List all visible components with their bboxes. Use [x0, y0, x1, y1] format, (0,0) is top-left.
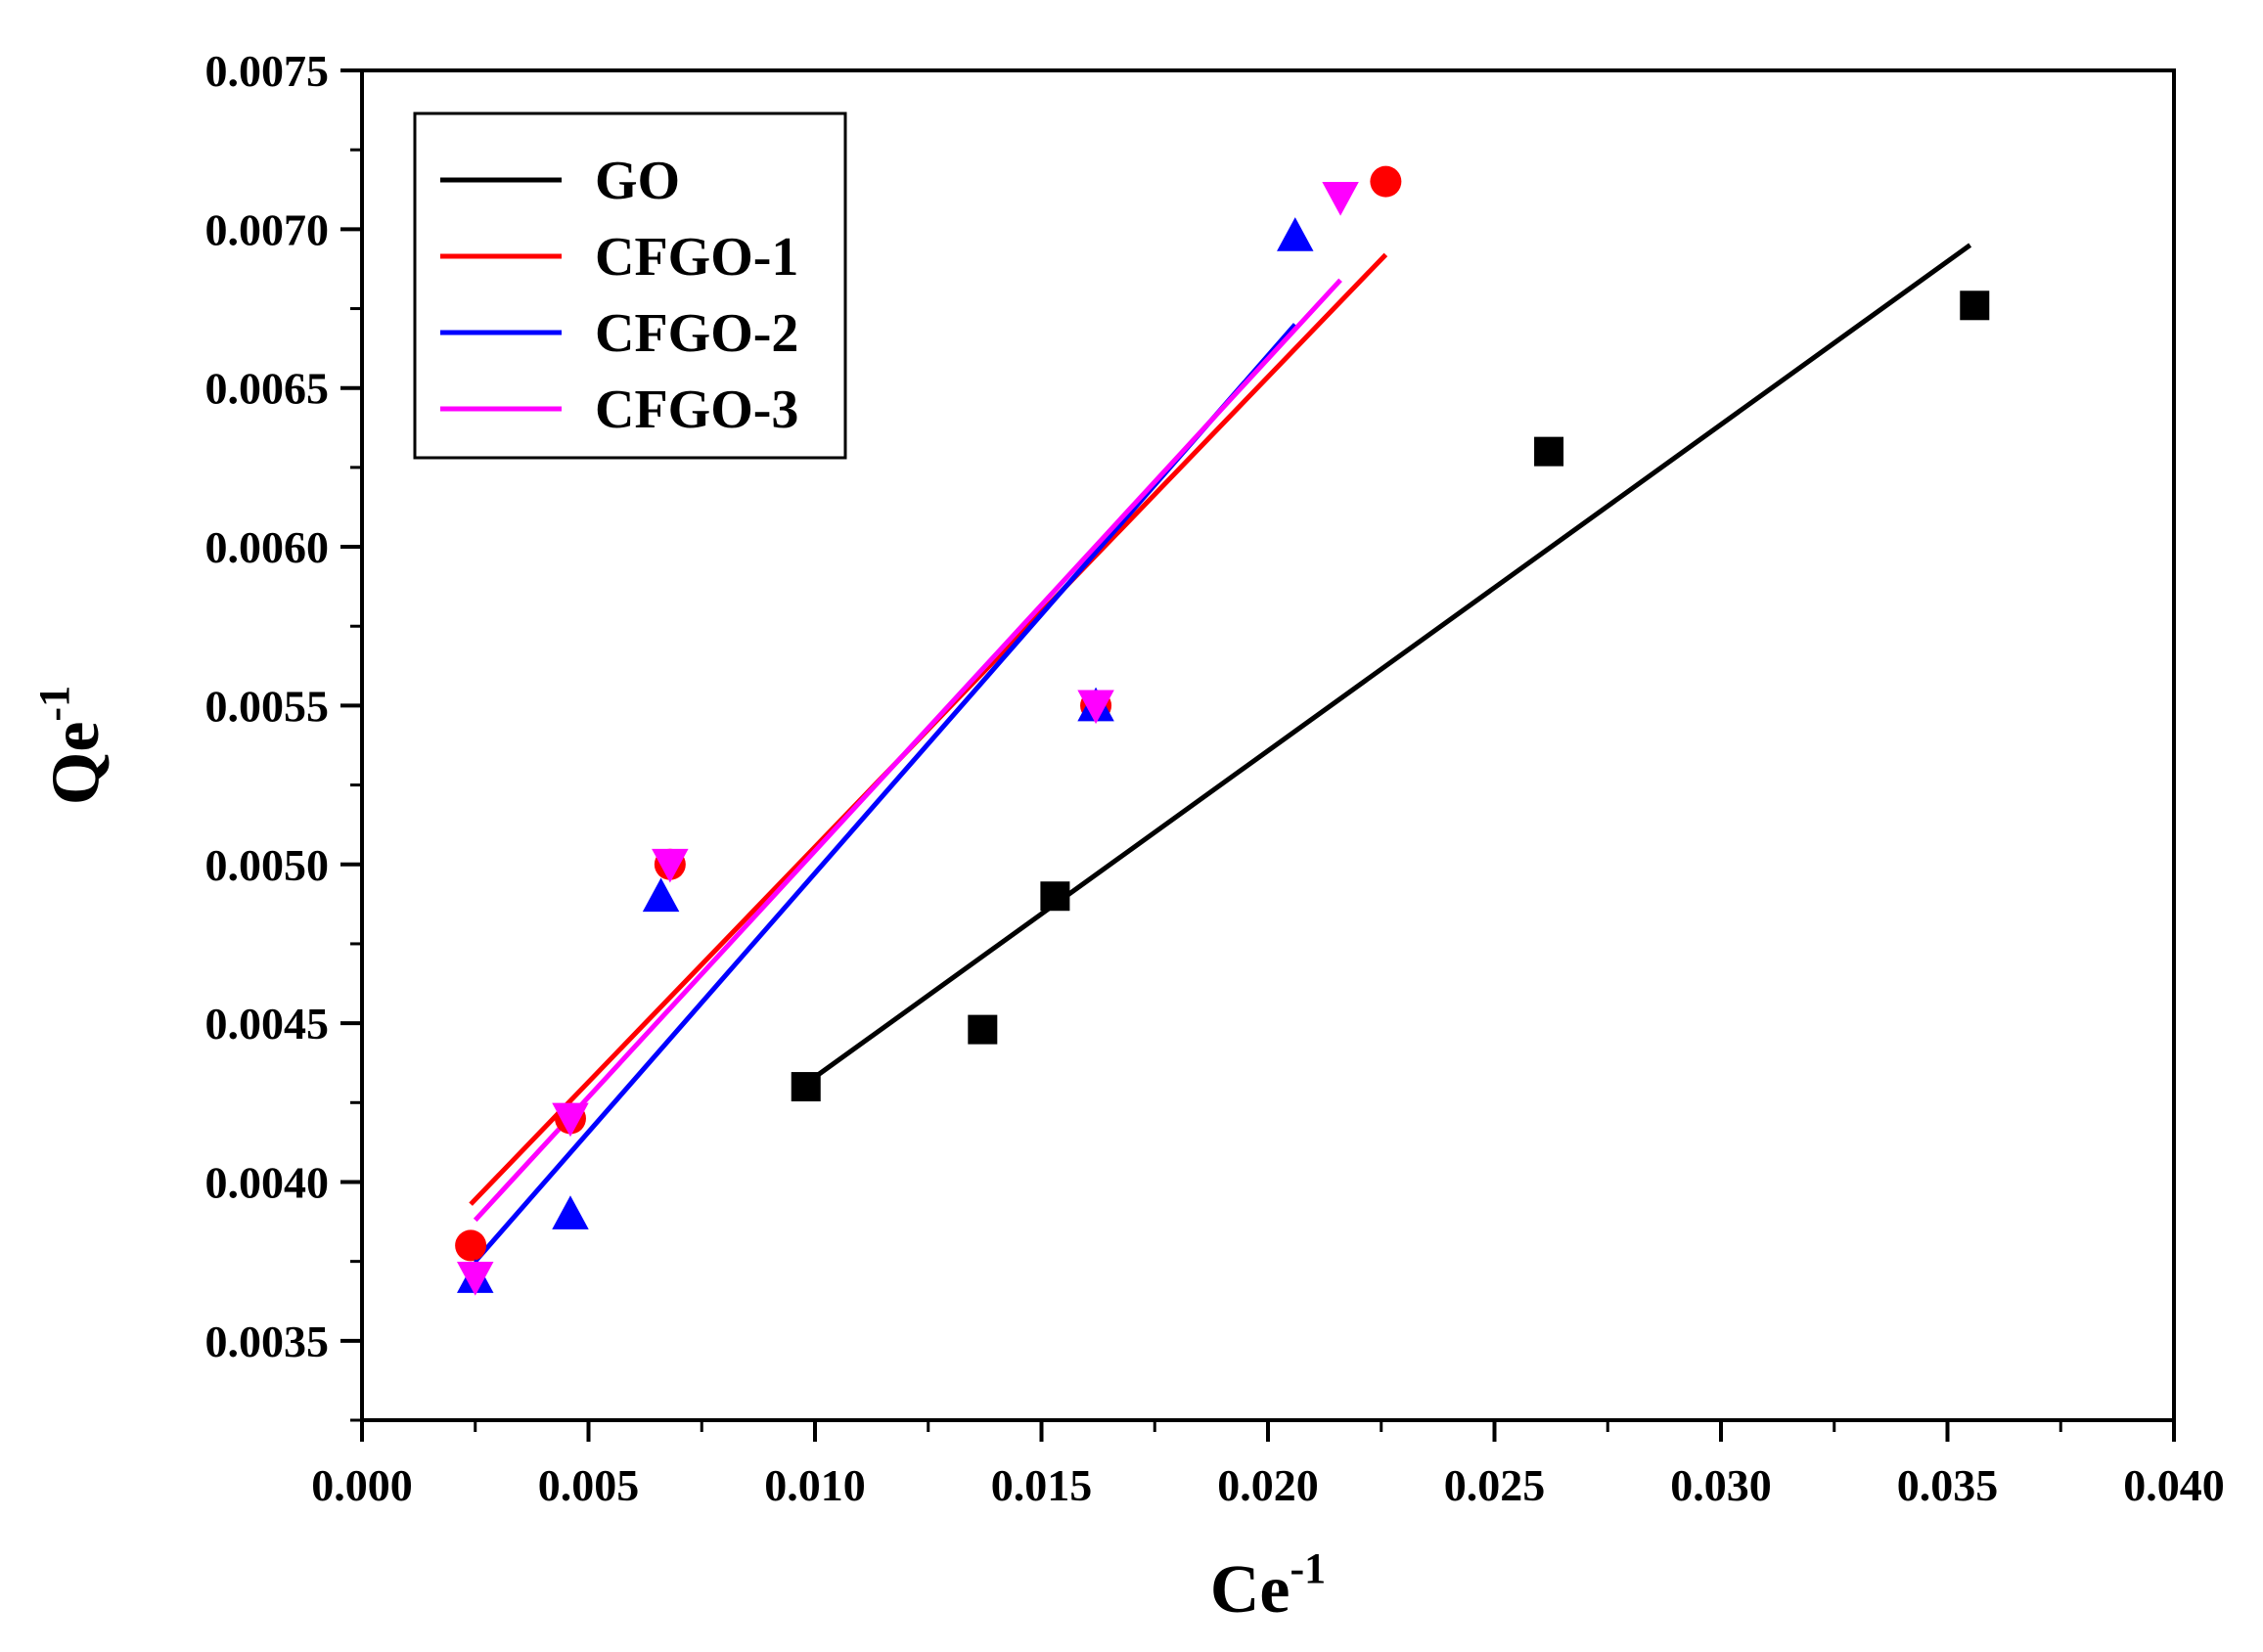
x-tick-label: 0.025	[1444, 1460, 1546, 1510]
data-point-cfgo-3	[457, 1261, 494, 1296]
x-tick-label: 0.005	[538, 1460, 640, 1510]
y-tick-label: 0.0050	[205, 840, 330, 890]
series-go	[791, 290, 1990, 1102]
data-point-go	[791, 1072, 821, 1102]
data-point-cfgo-1	[455, 1229, 487, 1262]
x-tick-label: 0.000	[311, 1460, 413, 1510]
x-tick-label: 0.015	[991, 1460, 1093, 1510]
y-tick-label: 0.0035	[205, 1317, 330, 1366]
y-tick-label: 0.0055	[205, 681, 330, 731]
legend-label-cfgo-3: CFGO-3	[595, 380, 798, 440]
y-tick-label: 0.0060	[205, 522, 330, 572]
data-point-cfgo-2	[552, 1195, 589, 1229]
legend-label-go: GO	[595, 151, 680, 211]
x-axis-title-superscript: -1	[1290, 1544, 1326, 1592]
y-tick-label: 0.0070	[205, 204, 330, 254]
x-tick-label: 0.040	[2123, 1460, 2225, 1510]
x-tick-label: 0.030	[1670, 1460, 1772, 1510]
x-tick-label: 0.035	[1897, 1460, 1999, 1510]
fit-line-cfgo-3	[473, 278, 1342, 1223]
data-point-go	[1534, 436, 1564, 467]
data-point-cfgo-2	[1277, 217, 1314, 251]
data-point-cfgo-2	[642, 877, 680, 913]
data-point-cfgo-3	[652, 848, 689, 883]
data-point-cfgo-3	[552, 1102, 589, 1138]
y-tick-labels: 0.0035 0.0040 0.0045 0.0050 0.0055 0.0060 0.00…	[205, 46, 330, 1366]
x-tick-label: 0.020	[1217, 1460, 1319, 1510]
fit-line-go	[804, 243, 1972, 1086]
x-axis-title-base: Ce	[1210, 1552, 1290, 1628]
series-cfgo-3	[457, 181, 1359, 1296]
x-axis-title: Ce-1	[1210, 1544, 1326, 1628]
legend-box	[413, 112, 847, 460]
data-point-cfgo-3	[1322, 181, 1359, 216]
data-point-cfgo-1	[1370, 165, 1402, 198]
data-point-cfgo-3	[1077, 690, 1114, 725]
y-axis-title-base: Qe	[38, 722, 113, 806]
data-points	[455, 165, 1990, 1296]
legend-label-cfgo-1: CFGO-1	[595, 227, 798, 288]
y-axis-title-superscript: -1	[30, 686, 78, 722]
legend-label-cfgo-2: CFGO-2	[595, 303, 798, 364]
y-tick-label: 0.0045	[205, 999, 330, 1049]
data-point-go	[1960, 290, 1990, 321]
y-axis-title: Qe-1	[30, 686, 113, 805]
x-tick-label: 0.010	[764, 1460, 866, 1510]
fit-lines	[469, 243, 1972, 1264]
data-point-go	[968, 1014, 998, 1045]
y-tick-label: 0.0040	[205, 1157, 330, 1207]
plot-frame	[360, 68, 2176, 1422]
y-tick-label: 0.0075	[205, 46, 330, 96]
data-point-go	[1040, 881, 1070, 912]
legend: GO CFGO-1 CFGO-2 CFGO-3	[413, 112, 847, 460]
x-tick-labels: 0.000 0.005 0.010 0.015 0.020 0.025 0.030 0.035…	[311, 1460, 2225, 1510]
y-tick-label: 0.0065	[205, 364, 330, 414]
